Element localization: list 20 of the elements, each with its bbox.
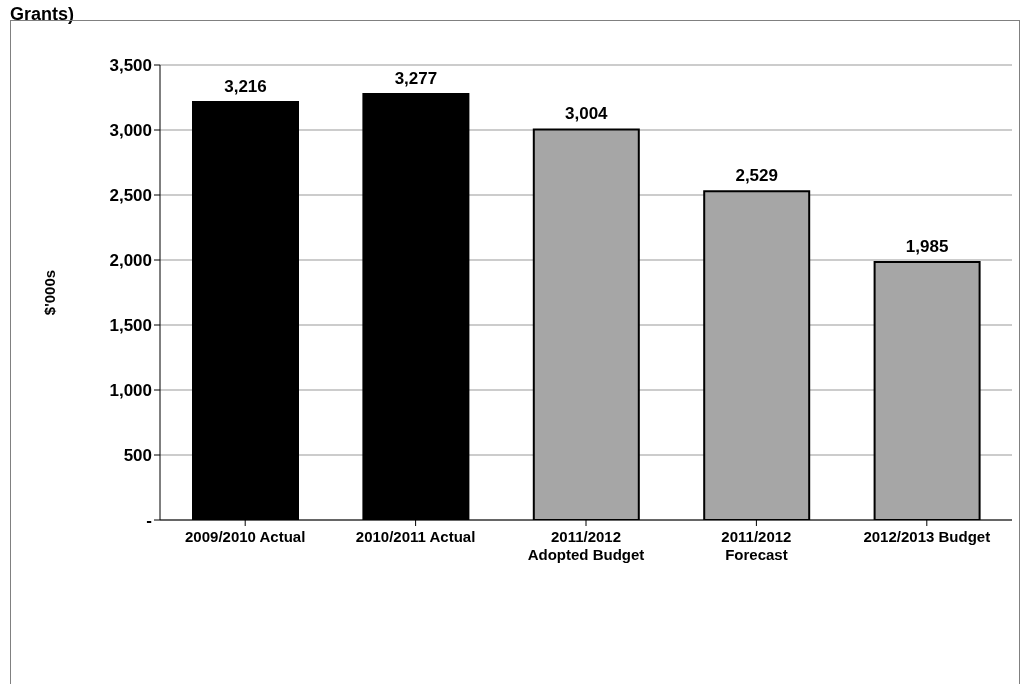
- y-tick-label: 1,500: [109, 316, 152, 336]
- x-tick-label: 2009/2010 Actual: [185, 528, 306, 545]
- y-axis-title: $'000s: [41, 269, 59, 316]
- x-tick-label: 2011/2012 Forecast: [721, 528, 792, 563]
- data-label: 3,277: [394, 68, 438, 88]
- y-tick-label: -: [146, 511, 152, 531]
- chart-title: Grants): [10, 4, 75, 25]
- x-tick-label: 2010/2011 Actual: [355, 528, 476, 545]
- y-tick-label: 3,000: [109, 121, 152, 141]
- y-tick-label: 500: [123, 446, 152, 466]
- x-tick-label: 2011/2012 Adopted Budget: [527, 528, 645, 563]
- y-tick-label: 2,500: [109, 186, 152, 206]
- data-label: 3,004: [565, 104, 609, 124]
- data-label: 2,529: [735, 166, 778, 186]
- y-tick-label: 3,500: [109, 56, 152, 76]
- x-tick-label: 2012/2013 Budget: [863, 528, 991, 545]
- data-label: 3,216: [224, 76, 267, 96]
- y-tick-label: 1,000: [109, 381, 152, 401]
- y-tick-label: 2,000: [109, 251, 152, 271]
- data-label: 1,985: [905, 236, 949, 256]
